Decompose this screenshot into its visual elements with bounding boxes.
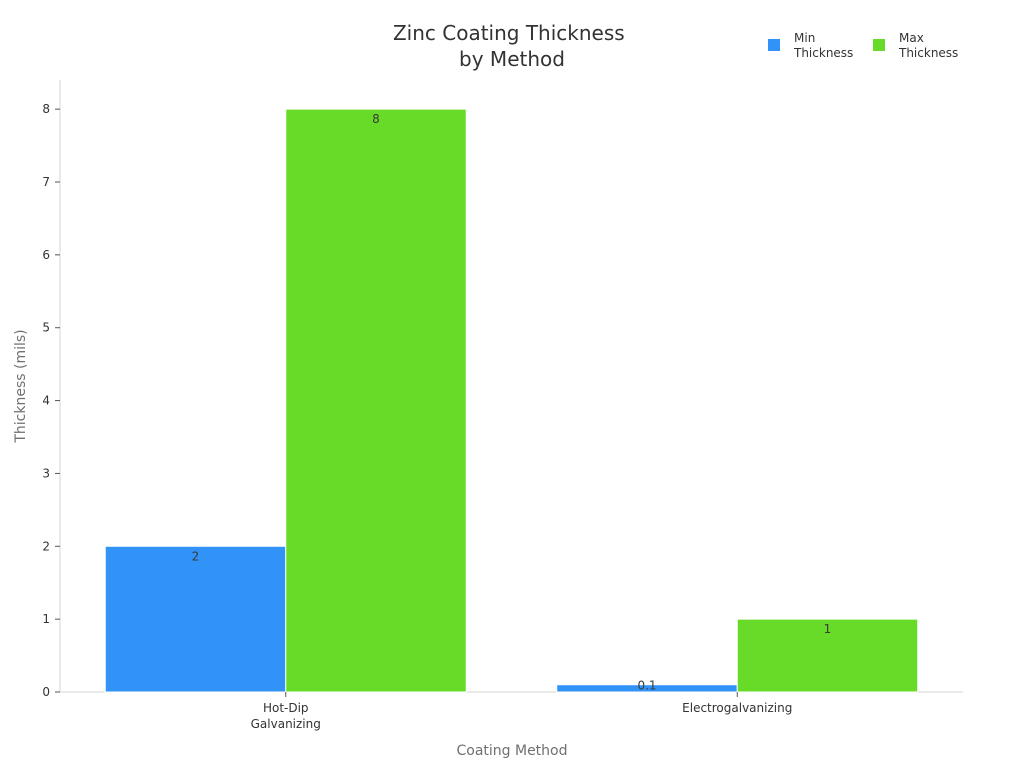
y-tick-label: 4 <box>42 394 50 408</box>
legend-label-line: Min <box>794 31 815 45</box>
legend-label: Max Thickness <box>898 31 958 60</box>
plot-area: 0 1 2 3 4 5 6 7 8 2 8 Hot-Dip Galvanizing 0.1 1 Electro… <box>42 80 963 731</box>
y-tick-label: 7 <box>42 175 50 189</box>
legend-label-line: Max <box>899 31 924 45</box>
chart-title-line-1: Zinc Coating Thickness <box>393 21 625 45</box>
bar-data-label: 1 <box>824 622 832 636</box>
y-tick-label: 6 <box>42 248 50 262</box>
y-tick-label: 3 <box>42 466 50 480</box>
x-tick-label: Electrogalvanizing <box>682 701 792 715</box>
legend-swatch <box>873 39 885 51</box>
bar-data-label: 8 <box>372 112 380 126</box>
y-tick-label: 5 <box>42 321 50 335</box>
y-tick-label: 0 <box>42 685 50 699</box>
bar <box>285 108 467 693</box>
y-axis-title: Thickness (mils) <box>13 329 29 443</box>
x-tick-label-line: Hot-Dip <box>263 701 309 715</box>
legend-label-line: Thickness <box>898 46 958 60</box>
legend-swatch <box>768 39 780 51</box>
bar <box>104 545 287 693</box>
y-tick-label: 8 <box>42 102 50 116</box>
x-tick-label-line: Galvanizing <box>251 717 321 731</box>
x-tick-label: Hot-Dip Galvanizing <box>251 701 321 731</box>
x-axis-title: Coating Method <box>456 743 567 759</box>
chart-title-line-2: by Method <box>459 47 565 71</box>
y-tick-label: 2 <box>42 539 50 553</box>
chart-title: Zinc Coating Thickness by Method <box>393 21 631 71</box>
legend-label-line: Thickness <box>793 46 853 60</box>
x-tick-label-line: Electrogalvanizing <box>682 701 792 715</box>
bar <box>736 618 919 693</box>
y-tick-label: 1 <box>42 612 50 626</box>
bar-data-label: 2 <box>192 549 200 563</box>
legend-label: Min Thickness <box>793 31 853 60</box>
bar-data-label: 0.1 <box>637 679 656 693</box>
